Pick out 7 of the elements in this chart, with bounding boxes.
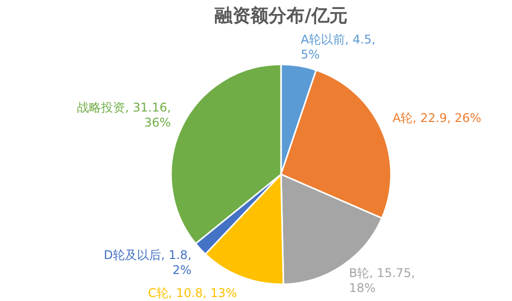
slice-label: C轮, 10.8, 13%	[148, 286, 238, 300]
slice-label: 战略投资, 31.16, 36%	[77, 100, 171, 130]
chart-title: 融资额分布/亿元	[214, 5, 348, 26]
slice-label: D轮及以后, 1.8, 2%	[104, 248, 192, 277]
slice-label: A轮, 22.9, 26%	[392, 110, 482, 125]
slice-label: A轮以前, 4.5, 5%	[300, 32, 376, 62]
slice-label: B轮, 15.75, 18%	[348, 266, 416, 296]
